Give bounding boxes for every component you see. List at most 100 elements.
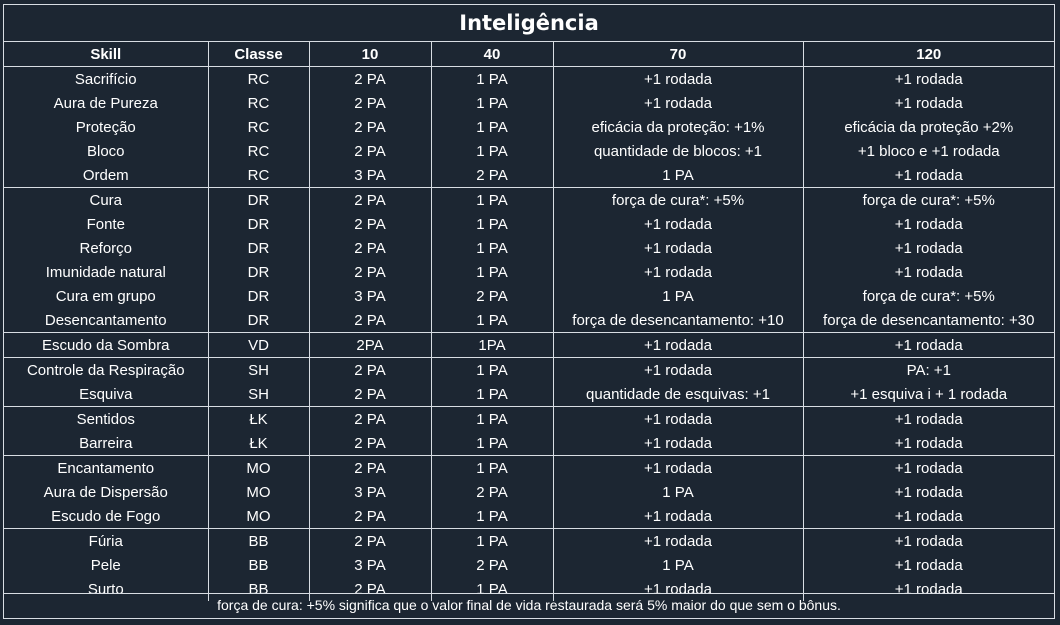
skill-name: Aura de Dispersão (43, 483, 168, 501)
skill-class: VD (207, 332, 309, 358)
skill-name: Aura de Pureza (53, 94, 158, 112)
skill-name: Sacrifício (74, 70, 137, 88)
level-40-value: 1 PA (430, 139, 553, 163)
skill-name: Cura (4, 187, 208, 212)
level-120-value: +1 rodada (802, 480, 1054, 504)
skill-name: Escudo de Fogo (51, 507, 161, 525)
table-title: Inteligência (4, 5, 1054, 42)
level-10-value: 2 PA (308, 406, 431, 431)
level-70-value: força de desencantamento: +10 (552, 308, 803, 333)
level-10-value: 2 PA (308, 91, 431, 115)
skills-table: Skill Classe 10 40 70 120 Sacrifício RC 2 … (4, 42, 1054, 601)
skill-name: Desencantamento (44, 311, 167, 329)
table-row: Ordem RC 3 PA 2 PA 1 PA +1 rodada (4, 163, 1054, 188)
level-120-value: +1 rodada (802, 553, 1054, 577)
level-10-value: 2 PA (308, 382, 431, 407)
level-10-value: 2 PA (308, 504, 431, 529)
level-70-value: +1 rodada (552, 357, 803, 382)
table-row: Proteção RC 2 PA 1 PA eficácia da proteção: … (4, 115, 1054, 139)
table-body: Sacrifício RC 2 PA 1 PA +1 rodada +1 rodada Au… (4, 66, 1054, 601)
level-120-value: +1 rodada (802, 406, 1054, 431)
level-120-value: força de desencantamento: +30 (802, 308, 1054, 333)
level-70-value: +1 rodada (552, 528, 803, 553)
level-120-value: +1 rodada (802, 431, 1054, 456)
level-70-value: +1 rodada (552, 66, 803, 91)
level-120-value: +1 rodada (802, 528, 1054, 553)
table-row: Aura de Pureza RC 2 PA 1 PA +1 rodada +1 roda… (4, 91, 1054, 115)
skill-class: MO (207, 455, 309, 480)
table-row: Bloco RC 2 PA 1 PA quantidade de blocos: +1 +… (4, 139, 1054, 163)
level-70-value: +1 rodada (552, 406, 803, 431)
level-70-value: +1 rodada (552, 431, 803, 456)
skills-table-panel: Inteligência Skill Classe 10 40 70 120 S… (3, 4, 1055, 619)
skill-name: Ordem (82, 166, 129, 184)
level-10-value: 3 PA (308, 553, 431, 577)
table-row: Escudo da Sombra VD 2PA 1PA +1 rodada +1 roda… (4, 332, 1054, 358)
skill-class: DR (207, 236, 309, 260)
table-row: Reforço DR 2 PA 1 PA +1 rodada +1 rodada (4, 236, 1054, 260)
level-40-value: 2 PA (430, 553, 553, 577)
table-row: Cura em grupo DR 3 PA 2 PA 1 PA força de cura… (4, 284, 1054, 308)
level-120-value: eficácia da proteção +2% (802, 115, 1054, 139)
level-120-value: força de cura*: +5% (802, 284, 1054, 308)
table-row: Imunidade natural DR 2 PA 1 PA +1 rodada +1 r… (4, 260, 1054, 284)
level-10-value: 2 PA (308, 139, 431, 163)
level-40-value: 1 PA (430, 504, 553, 529)
table-row: Escudo de Fogo MO 2 PA 1 PA +1 rodada +1 roda… (4, 504, 1054, 529)
skill-class: SH (207, 382, 309, 407)
skill-class: DR (207, 284, 309, 308)
level-10-value: 2 PA (308, 212, 431, 236)
level-70-value: 1 PA (552, 284, 803, 308)
level-120-value: +1 rodada (802, 332, 1054, 358)
skill-class: RC (207, 115, 309, 139)
level-40-value: 1PA (430, 332, 553, 358)
level-120-value: +1 rodada (802, 163, 1054, 188)
level-70-value: +1 rodada (552, 236, 803, 260)
level-40-value: 1 PA (430, 528, 553, 553)
header-level-70: 70 (552, 42, 803, 67)
skill-name: Barreira (79, 434, 133, 452)
skill-class: DR (207, 308, 309, 333)
level-40-value: 1 PA (430, 260, 553, 284)
table-row: Controle da Respiração SH 2 PA 1 PA +1 rodad… (4, 357, 1054, 382)
skill-class: RC (207, 139, 309, 163)
level-70-value: 1 PA (552, 163, 803, 188)
level-120-value: força de cura*: +5% (802, 187, 1054, 212)
level-120-value: +1 bloco e +1 rodada (802, 139, 1054, 163)
skill-class: DR (207, 187, 309, 212)
table-row: Cura DR 2 PA 1 PA força de cura*: +5% força d… (4, 187, 1054, 212)
level-10-value: 2 PA (308, 260, 431, 284)
level-120-value: PA: +1 (802, 357, 1054, 382)
level-70-value: 1 PA (552, 480, 803, 504)
header-level-10: 10 (308, 42, 431, 67)
level-40-value: 1 PA (430, 382, 553, 407)
level-40-value: 1 PA (430, 236, 553, 260)
table-row: Sentidos ŁK 2 PA 1 PA +1 rodada +1 rodada (4, 406, 1054, 431)
level-70-value: força de cura*: +5% (552, 187, 803, 212)
skill-name: Esquiva (79, 385, 133, 403)
level-40-value: 1 PA (430, 212, 553, 236)
skill-name: Bloco (86, 142, 125, 160)
skill-class: RC (207, 91, 309, 115)
level-40-value: 1 PA (430, 455, 553, 480)
skill-name: Reforço (79, 239, 133, 257)
level-70-value: +1 rodada (552, 212, 803, 236)
table-row: Fúria BB 2 PA 1 PA +1 rodada +1 rodada (4, 528, 1054, 553)
level-40-value: 2 PA (430, 163, 553, 188)
table-header: Skill Classe 10 40 70 120 (4, 42, 1054, 67)
level-10-value: 2 PA (308, 528, 431, 553)
level-120-value: +1 rodada (802, 260, 1054, 284)
skill-class: RC (207, 66, 309, 91)
level-10-value: 2 PA (308, 236, 431, 260)
level-120-value: +1 rodada (802, 236, 1054, 260)
table-row: Sacrifício RC 2 PA 1 PA +1 rodada +1 rodada (4, 66, 1054, 91)
level-10-value: 2 PA (308, 455, 431, 480)
skill-name: Proteção (75, 118, 136, 136)
skill-class: MO (207, 504, 309, 529)
skill-name: Pele (90, 556, 121, 574)
table-row: Barreira ŁK 2 PA 1 PA +1 rodada +1 rodada (4, 431, 1054, 456)
level-40-value: 2 PA (430, 480, 553, 504)
level-70-value: 1 PA (552, 553, 803, 577)
table-row: Encantamento MO 2 PA 1 PA +1 rodada +1 rodada (4, 455, 1054, 480)
level-70-value: eficácia da proteção: +1% (552, 115, 803, 139)
